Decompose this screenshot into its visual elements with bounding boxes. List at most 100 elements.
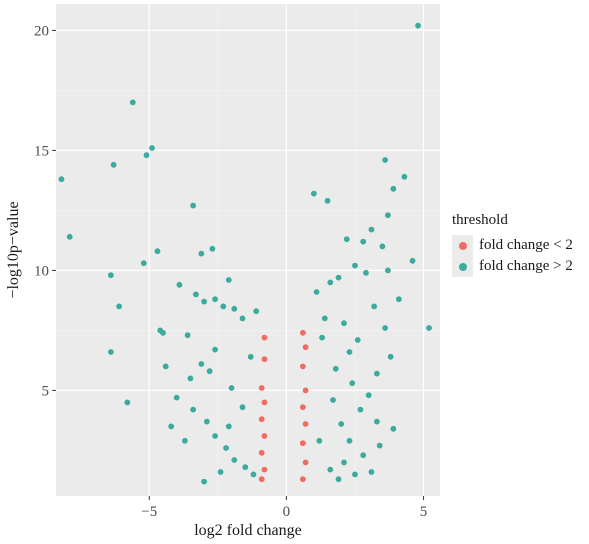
data-point xyxy=(261,334,268,341)
legend-label: fold change > 2 xyxy=(479,258,573,274)
data-point xyxy=(149,145,155,151)
x-tick-label: −5 xyxy=(141,504,157,520)
data-point xyxy=(209,245,216,252)
data-point xyxy=(302,344,309,351)
y-tick-label: 10 xyxy=(34,263,49,279)
data-point xyxy=(390,425,397,432)
data-point xyxy=(223,445,229,451)
data-point xyxy=(299,329,306,336)
data-point xyxy=(220,303,227,310)
data-point xyxy=(107,349,114,355)
data-point xyxy=(327,466,334,473)
data-point xyxy=(187,375,194,382)
data-point xyxy=(360,238,367,245)
data-point xyxy=(368,226,375,233)
data-point xyxy=(258,385,265,391)
data-point xyxy=(239,315,246,322)
data-point xyxy=(335,274,342,281)
data-point xyxy=(330,397,336,403)
data-point xyxy=(371,303,378,310)
data-point xyxy=(324,197,331,204)
data-point xyxy=(409,257,416,264)
y-tick-label: 5 xyxy=(42,383,50,399)
data-point xyxy=(182,437,188,444)
data-point xyxy=(206,368,213,375)
data-point xyxy=(302,459,309,466)
x-axis-ticks: −5 0 5 xyxy=(141,496,427,520)
data-point xyxy=(302,387,309,394)
data-point xyxy=(343,236,350,243)
data-point xyxy=(376,442,383,449)
data-point xyxy=(184,332,191,339)
data-point xyxy=(316,437,323,444)
data-point xyxy=(349,380,356,387)
grid-major xyxy=(56,4,440,496)
y-tick-label: 15 xyxy=(34,143,49,159)
data-point xyxy=(66,233,73,240)
data-point xyxy=(250,471,257,478)
data-point xyxy=(332,365,339,372)
data-point xyxy=(231,457,238,463)
data-point xyxy=(201,478,208,485)
data-point xyxy=(299,404,306,411)
data-point xyxy=(203,418,210,425)
data-point xyxy=(374,370,380,377)
data-point xyxy=(395,296,402,303)
data-point xyxy=(212,296,218,303)
x-tick-label: 5 xyxy=(420,504,428,520)
data-point xyxy=(382,157,389,163)
data-point xyxy=(198,361,205,367)
data-point xyxy=(110,161,117,168)
data-point xyxy=(201,298,208,305)
data-point xyxy=(192,291,199,298)
data-point xyxy=(154,248,161,255)
data-point xyxy=(212,433,218,439)
x-tick-label: 0 xyxy=(283,504,291,520)
data-point xyxy=(176,281,183,288)
data-point xyxy=(387,353,394,360)
grid-minor xyxy=(56,4,440,496)
legend: threshold fold change < 2 fold change > … xyxy=(452,212,587,277)
data-point xyxy=(415,22,421,29)
data-point xyxy=(357,406,364,413)
data-point xyxy=(382,325,389,331)
data-point xyxy=(261,356,268,363)
legend-label: fold change < 2 xyxy=(479,237,573,253)
data-point xyxy=(354,337,361,343)
data-point xyxy=(299,476,306,483)
y-axis-ticks: 5 10 15 20 xyxy=(34,23,56,399)
data-point xyxy=(352,262,358,269)
legend-swatch xyxy=(458,262,467,271)
data-point xyxy=(228,385,235,391)
data-point xyxy=(302,421,309,427)
data-point xyxy=(384,212,391,219)
data-points xyxy=(58,22,432,485)
legend-item-fold-change-gt-2: fold change > 2 xyxy=(452,256,587,277)
data-point xyxy=(426,325,432,331)
data-point xyxy=(162,363,169,370)
legend-key xyxy=(452,235,473,256)
data-point xyxy=(242,464,249,471)
legend-item-fold-change-lt-2: fold change < 2 xyxy=(452,235,587,256)
data-point xyxy=(341,459,347,466)
legend-swatch xyxy=(458,241,467,250)
data-point xyxy=(129,99,136,106)
data-point xyxy=(258,476,265,483)
data-point xyxy=(299,363,306,370)
data-point xyxy=(116,303,122,310)
data-point xyxy=(217,469,224,475)
data-point xyxy=(363,269,369,276)
data-point xyxy=(160,329,166,336)
data-point xyxy=(198,250,205,257)
data-point xyxy=(58,176,65,183)
data-point xyxy=(327,279,334,286)
data-point xyxy=(310,190,317,197)
data-point xyxy=(379,243,386,250)
data-point xyxy=(390,185,397,192)
data-point xyxy=(107,272,114,279)
data-point xyxy=(401,173,408,180)
data-point xyxy=(247,353,254,360)
data-point xyxy=(321,315,328,322)
legend-key xyxy=(452,256,473,277)
